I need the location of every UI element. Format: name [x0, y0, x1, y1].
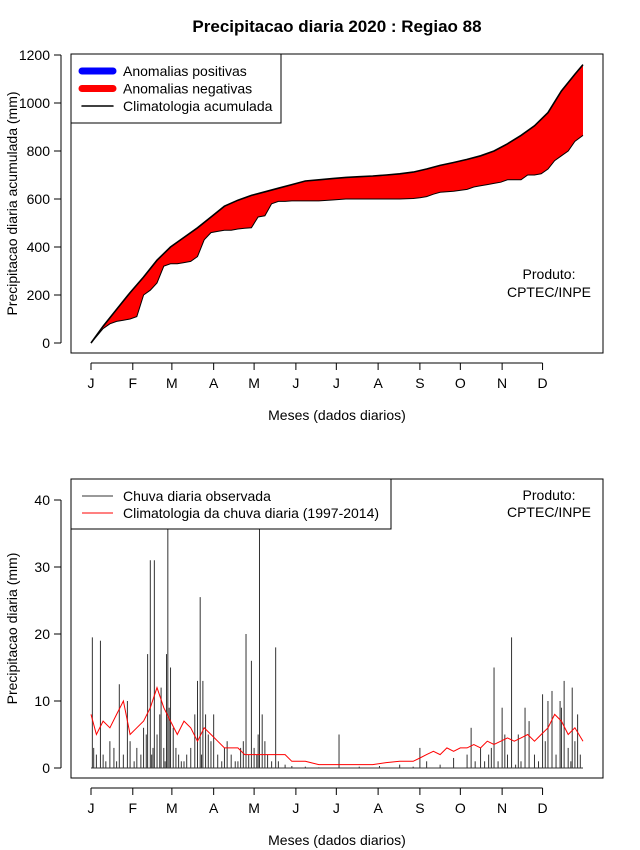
x-tick-label-2-1: F: [129, 800, 138, 816]
x-tick-label-2-9: O: [455, 800, 466, 816]
y-axis-label-2: Precipitacao diaria (mm): [4, 553, 20, 705]
y-tick-label-2-0: 0: [42, 760, 50, 776]
x-tick-label-2-6: J: [333, 800, 340, 816]
y-tick-label-1-4: 800: [27, 143, 51, 159]
legend-1-label-1: Anomalias negativas: [123, 81, 252, 97]
daily-climatology-line: [90, 686, 584, 766]
x-tick-label-2-3: A: [209, 800, 219, 816]
x-tick-label-1-4: M: [248, 375, 260, 391]
y-tick-label-1-1: 200: [27, 287, 51, 303]
legend-2-label-0: Chuva diaria observada: [123, 488, 271, 504]
x-tick-label-1-8: S: [415, 375, 424, 391]
y-tick-label-2-1: 10: [34, 693, 50, 709]
y-tick-label-1-0: 0: [42, 335, 50, 351]
climatology-cumulative-line: [90, 64, 584, 344]
observed-cumulative-line: [90, 134, 584, 344]
x-axis-label-1: Meses (dados diarios): [268, 407, 406, 423]
x-tick-label-1-1: F: [129, 375, 138, 391]
legend-2-label-1: Climatologia da chuva diaria (1997-2014): [123, 505, 379, 521]
legend-1-label-2: Climatologia acumulada: [123, 98, 273, 114]
x-tick-label-1-10: N: [497, 375, 507, 391]
x-tick-label-2-4: M: [248, 800, 260, 816]
x-tick-label-2-2: M: [166, 800, 178, 816]
y-tick-label-2-4: 40: [34, 492, 50, 508]
x-tick-label-1-9: O: [455, 375, 466, 391]
plot-box-1: [70, 53, 604, 354]
x-tick-label-1-5: J: [292, 375, 299, 391]
chart-title: Precipitacao diaria 2020 : Regiao 88: [192, 17, 481, 36]
y-tick-label-1-6: 1200: [19, 47, 50, 63]
x-tick-label-2-0: J: [88, 800, 95, 816]
x-tick-label-2-5: J: [292, 800, 299, 816]
product-name-1: CPTEC/INPE: [507, 284, 591, 300]
x-tick-label-1-11: D: [537, 375, 547, 391]
x-tick-label-1-7: A: [373, 375, 383, 391]
legend-box-2: [70, 478, 392, 530]
x-tick-label-1-2: M: [166, 375, 178, 391]
x-tick-label-2-10: N: [497, 800, 507, 816]
y-axis-label-1: Precipitacao diaria acumulada (mm): [4, 91, 20, 315]
x-tick-label-2-7: A: [373, 800, 383, 816]
y-tick-label-2-2: 20: [34, 626, 50, 642]
x-tick-label-1-3: A: [209, 375, 219, 391]
x-axis-label-2: Meses (dados diarios): [268, 832, 406, 848]
y-tick-label-1-2: 400: [27, 239, 51, 255]
x-tick-label-2-11: D: [537, 800, 547, 816]
x-tick-label-2-8: S: [415, 800, 424, 816]
product-name-2: CPTEC/INPE: [507, 504, 591, 520]
product-label-2: Produto:: [523, 487, 576, 503]
legend-1-label-0: Anomalias positivas: [123, 63, 247, 79]
x-tick-label-1-6: J: [333, 375, 340, 391]
product-label-1: Produto:: [523, 266, 576, 282]
y-tick-label-1-3: 600: [27, 191, 51, 207]
y-tick-label-2-3: 30: [34, 559, 50, 575]
x-tick-label-1-0: J: [88, 375, 95, 391]
y-tick-label-1-5: 1000: [19, 95, 50, 111]
